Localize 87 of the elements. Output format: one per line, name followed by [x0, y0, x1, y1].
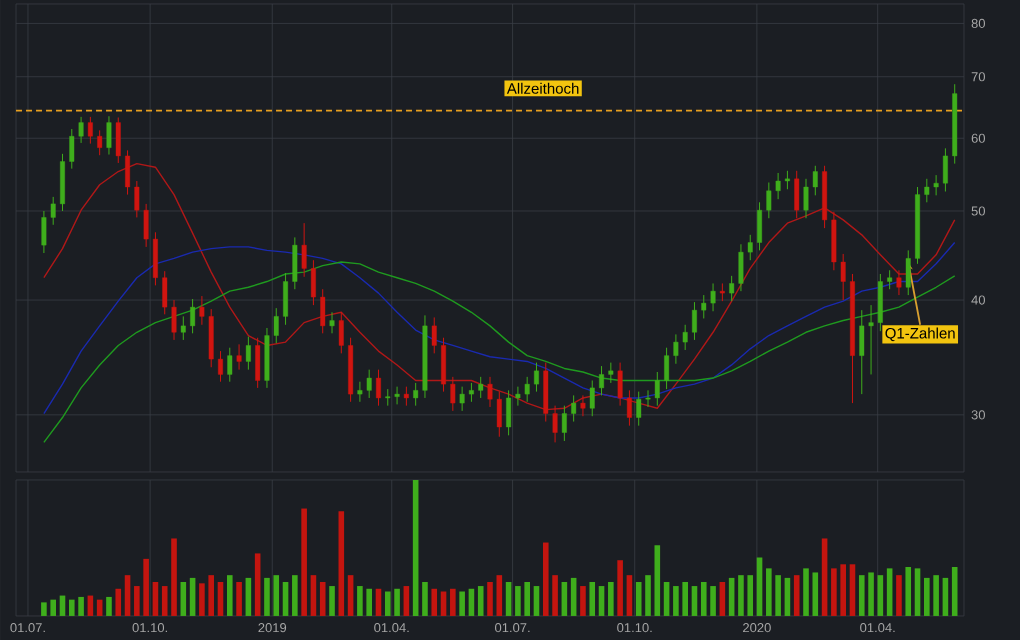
- candlestick: [468, 382, 474, 403]
- line-series: [43, 241, 956, 415]
- candlestick: [608, 362, 614, 384]
- candlestick: [589, 379, 595, 417]
- candlestick: [245, 336, 251, 371]
- candlestick: [534, 362, 539, 393]
- candlestick: [227, 347, 233, 383]
- candlestick: [152, 231, 158, 286]
- bar: [533, 586, 540, 616]
- candlestick: [561, 405, 567, 442]
- bar: [691, 586, 698, 616]
- candlestick: [338, 311, 344, 354]
- bar: [849, 564, 856, 616]
- bar: [301, 508, 307, 616]
- candlestick: [942, 147, 948, 193]
- bar: [254, 553, 261, 616]
- candlestick: [310, 259, 316, 306]
- candlestick: [255, 337, 261, 389]
- candlestick: [115, 117, 121, 164]
- bar: [951, 567, 958, 616]
- candlestick: [450, 376, 456, 412]
- candlestick: [329, 311, 335, 334]
- candlestick: [664, 347, 670, 390]
- bar: [236, 581, 242, 616]
- bar: [347, 575, 354, 616]
- candlestick: [125, 149, 131, 196]
- bar: [496, 575, 503, 616]
- bar: [450, 588, 456, 616]
- bar: [440, 591, 447, 616]
- bar: [319, 581, 326, 616]
- candlestick: [896, 269, 902, 296]
- candlestick: [236, 343, 242, 371]
- candlestick: [320, 288, 326, 334]
- candlestick: [106, 115, 112, 156]
- bar: [329, 586, 335, 616]
- candlestick: [180, 315, 186, 341]
- candlestick: [283, 272, 288, 326]
- candlestick: [87, 116, 93, 145]
- bar: [886, 568, 893, 616]
- candlestick: [599, 365, 604, 396]
- bar: [338, 511, 345, 616]
- bar: [756, 557, 763, 616]
- bar: [115, 588, 122, 616]
- bar: [905, 567, 912, 616]
- bar: [477, 586, 484, 616]
- bar: [580, 586, 586, 616]
- candlestick: [617, 362, 623, 407]
- candlestick: [794, 170, 800, 219]
- bar: [793, 575, 800, 616]
- candlestick: [376, 369, 381, 407]
- bar: [403, 586, 410, 616]
- candlestick: [292, 236, 298, 290]
- bar: [914, 568, 921, 616]
- candlestick: [301, 222, 307, 278]
- bar: [422, 581, 428, 616]
- candlestick: [403, 386, 409, 407]
- bar: [589, 581, 596, 616]
- candlestick: [580, 394, 586, 417]
- candlestick: [571, 394, 577, 423]
- bar: [487, 581, 493, 616]
- bar: [617, 560, 623, 616]
- bar: [877, 575, 884, 616]
- bar: [124, 575, 131, 616]
- candlestick: [784, 170, 790, 190]
- bar: [226, 575, 233, 616]
- candlestick: [887, 269, 893, 290]
- bar: [598, 586, 605, 616]
- candlestick: [218, 350, 223, 383]
- candlestick: [757, 201, 762, 251]
- candlestick: [97, 129, 103, 156]
- candlestick: [190, 298, 196, 334]
- bar: [106, 596, 112, 616]
- candlestick: [626, 389, 632, 427]
- bar: [292, 575, 298, 616]
- candlestick: [459, 386, 465, 412]
- bar: [626, 575, 633, 616]
- candlestick: [692, 301, 697, 341]
- bar: [821, 538, 828, 616]
- bar: [608, 581, 614, 616]
- bar: [310, 575, 317, 616]
- candlestick: [441, 337, 446, 393]
- bar: [896, 575, 902, 616]
- candlestick: [478, 376, 484, 399]
- bar: [431, 588, 438, 616]
- candlestick: [431, 316, 437, 354]
- candlestick: [60, 153, 65, 212]
- bar: [459, 591, 465, 616]
